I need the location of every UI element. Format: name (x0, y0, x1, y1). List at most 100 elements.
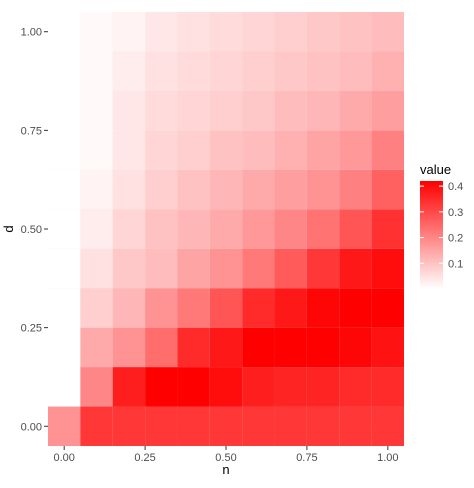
heatmap-tile-r10-c10 (371, 12, 404, 52)
legend-breaks: 0.1 0.2 0.3 0.4 (420, 181, 463, 270)
heatmap-tile-r8-c8 (306, 90, 340, 131)
heatmap-tile-r1-c8 (306, 367, 340, 407)
heatmap-tile-r8-c9 (339, 90, 372, 131)
heatmap-tile-r9-c9 (339, 51, 372, 91)
heatmap-tile-r7-c7 (274, 130, 307, 170)
heatmap-tile-r3-c10 (371, 288, 404, 328)
heatmap-tile-r9-c10 (371, 51, 404, 91)
heatmap-tile-r4-c0 (48, 248, 81, 289)
heatmap-tile-r6-c8 (306, 169, 340, 210)
heatmap-tile-r5-c3 (145, 209, 178, 249)
heatmap-tile-r1-c0 (48, 367, 81, 407)
heatmap-tile-r4-c6 (242, 248, 275, 289)
heatmap-tile-r7-c4 (177, 130, 210, 170)
heatmap-tile-r8-c0 (48, 90, 81, 131)
heatmap-tile-r7-c9 (339, 130, 372, 170)
heatmap-tile-r4-c7 (274, 248, 307, 289)
heatmap-tile-r10-c8 (306, 12, 340, 52)
heatmap-tile-r1-c6 (242, 367, 275, 407)
heatmap-tile-r5-c7 (274, 209, 307, 249)
heatmap-tile-r4-c5 (209, 248, 243, 289)
x-tick-label: 0.25 (134, 452, 155, 464)
legend-break-label: 0.1 (448, 258, 463, 270)
heatmap-tile-r3-c8 (306, 288, 340, 328)
heatmap-tile-r4-c10 (371, 248, 404, 289)
heatmap-tile-r8-c10 (371, 90, 404, 131)
heatmap-tile-r8-c5 (209, 90, 243, 131)
heatmap-tile-r4-c8 (306, 248, 340, 289)
heatmap-tile-r6-c1 (80, 169, 113, 210)
heatmap-tile-r2-c2 (112, 327, 146, 368)
heatmap-tile-r9-c0 (48, 51, 81, 91)
heatmap-tile-r5-c1 (80, 209, 113, 249)
heatmap-tile-r4-c9 (339, 248, 372, 289)
legend-break-label: 0.3 (448, 207, 463, 219)
heatmap-tile-r0-c4 (177, 406, 210, 446)
heatmap-tile-r10-c0 (48, 12, 81, 52)
heatmap-tile-r2-c10 (371, 327, 404, 368)
heatmap-tile-r6-c9 (339, 169, 372, 210)
heatmap-tile-r9-c8 (306, 51, 340, 91)
heatmap-tile-r7-c6 (242, 130, 275, 170)
heatmap-tile-r6-c5 (209, 169, 243, 210)
color-legend: value 0.1 0.2 0.3 0.4 (420, 162, 463, 289)
heatmap-tile-r7-c1 (80, 130, 113, 170)
heatmap-tile-r10-c9 (339, 12, 372, 52)
heatmap-tile-r10-c3 (145, 12, 178, 52)
heatmap-tile-r8-c3 (145, 90, 178, 131)
x-axis-ticks: 0.00 0.25 0.50 0.75 1.00 (53, 446, 399, 464)
heatmap-tile-r3-c0 (48, 288, 81, 328)
heatmap-tile-r3-c3 (145, 288, 178, 328)
heatmap-tile-r10-c1 (80, 12, 113, 52)
heatmap-tile-r5-c4 (177, 209, 210, 249)
heatmap-tile-r10-c4 (177, 12, 210, 52)
heatmap-tile-r0-c0 (48, 406, 81, 446)
heatmap-tile-r6-c7 (274, 169, 307, 210)
y-axis-title: d (1, 225, 16, 232)
heatmap-tile-r0-c10 (371, 406, 404, 446)
heatmap-tile-r3-c1 (80, 288, 113, 328)
heatmap-tile-r10-c6 (242, 12, 275, 52)
legend-break-label: 0.2 (448, 233, 463, 245)
heatmap-tile-r7-c5 (209, 130, 243, 170)
heatmap-tile-r1-c3 (145, 367, 178, 407)
heatmap-tile-r9-c3 (145, 51, 178, 91)
heatmap-tile-r4-c1 (80, 248, 113, 289)
x-tick-label: 0.00 (53, 452, 74, 464)
heatmap-tile-r8-c1 (80, 90, 113, 131)
heatmap-tile-r0-c9 (339, 406, 372, 446)
heatmap-tile-r1-c5 (209, 367, 243, 407)
heatmap-tile-r8-c7 (274, 90, 307, 131)
heatmap-tile-r6-c3 (145, 169, 178, 210)
y-tick-label: 0.50 (21, 224, 42, 236)
heatmap-tile-r9-c1 (80, 51, 113, 91)
heatmap-tile-r6-c10 (371, 169, 404, 210)
heatmap-tile-r6-c2 (112, 169, 146, 210)
heatmap-tile-r2-c5 (209, 327, 243, 368)
heatmap-tile-r9-c6 (242, 51, 275, 91)
heatmap-tile-r3-c2 (112, 288, 146, 328)
heatmap-tile-r1-c1 (80, 367, 113, 407)
y-tick-label: 1.00 (21, 27, 42, 39)
heatmap-tile-r2-c7 (274, 327, 307, 368)
heatmap-tile-r5-c10 (371, 209, 404, 249)
heatmap-tile-r0-c2 (112, 406, 146, 446)
heatmap-tile-r2-c4 (177, 327, 210, 368)
y-axis-ticks: 0.00 0.25 0.50 0.75 1.00 (21, 27, 48, 433)
y-tick-label: 0.25 (21, 323, 42, 335)
heatmap-tile-r6-c4 (177, 169, 210, 210)
heatmap-tile-r9-c4 (177, 51, 210, 91)
heatmap-tile-r1-c9 (339, 367, 372, 407)
heatmap-tile-r7-c2 (112, 130, 146, 170)
heatmap-tiles (48, 12, 404, 446)
legend-colorbar (420, 181, 443, 289)
heatmap-tile-r5-c8 (306, 209, 340, 249)
heatmap-tile-r0-c3 (145, 406, 178, 446)
heatmap-tile-r8-c2 (112, 90, 146, 131)
heatmap-tile-r9-c5 (209, 51, 243, 91)
heatmap-tile-r3-c9 (339, 288, 372, 328)
heatmap-tile-r6-c0 (48, 169, 81, 210)
heatmap-tile-r0-c6 (242, 406, 275, 446)
heatmap-tile-r1-c4 (177, 367, 210, 407)
